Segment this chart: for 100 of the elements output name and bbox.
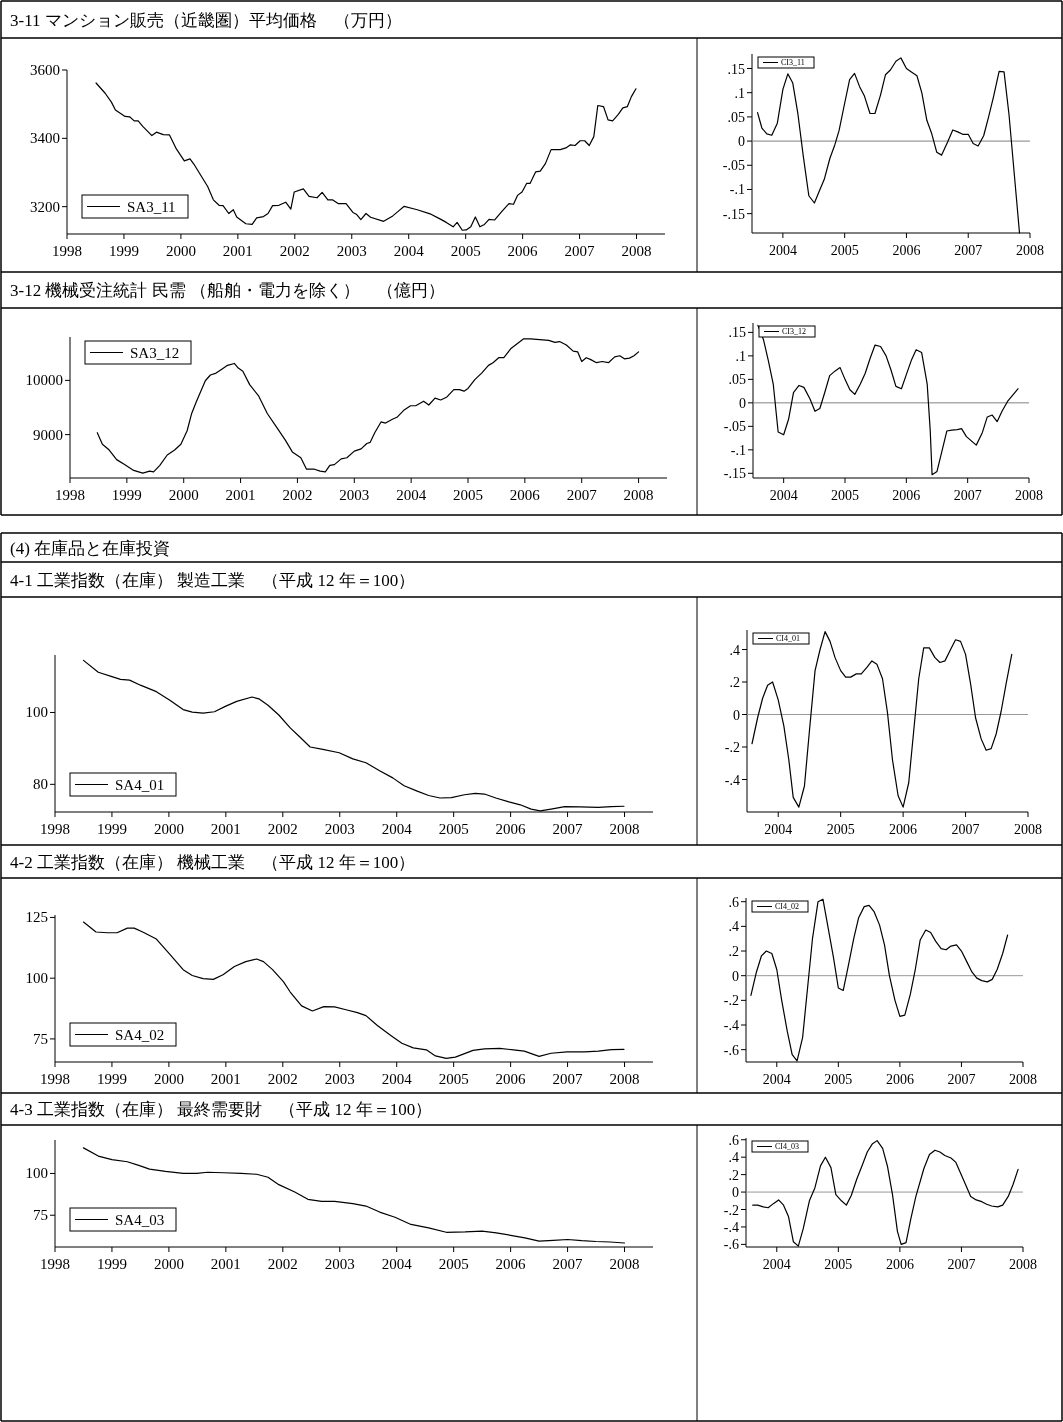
y-tick-label: -.15 xyxy=(723,466,746,482)
x-tick-label: 2008 xyxy=(1014,822,1042,837)
x-tick-label: 2005 xyxy=(824,1257,853,1272)
legend: CI4_01 xyxy=(752,632,810,645)
x-tick-label: 1998 xyxy=(55,487,85,503)
line-series xyxy=(95,82,637,231)
x-tick-label: 2005 xyxy=(438,821,469,837)
y-tick-label: .4 xyxy=(728,1150,739,1166)
y-tick-label: 80 xyxy=(33,776,48,793)
x-tick-label: 2004 xyxy=(381,1071,413,1087)
x-tick-label: 2006 xyxy=(495,821,527,837)
y-tick-label: 9000 xyxy=(33,426,63,443)
y-tick-label: 75 xyxy=(33,1207,48,1224)
y-tick-label: .15 xyxy=(728,325,746,341)
x-tick-label: 2008 xyxy=(609,821,640,837)
x-tick-label: 2007 xyxy=(947,1072,976,1087)
x-tick-label: 2002 xyxy=(282,487,313,503)
x-tick-label: 2006 xyxy=(509,487,541,503)
x-tick-label: 2003 xyxy=(324,1256,355,1272)
x-tick-label: 2001 xyxy=(210,1256,241,1272)
x-tick-label: 2006 xyxy=(495,1256,527,1272)
x-tick-label: 2006 xyxy=(889,822,918,837)
legend-label: SA4_01 xyxy=(115,776,165,793)
x-tick-label: 2007 xyxy=(552,1071,584,1087)
x-tick-label: 2004 xyxy=(769,488,798,503)
x-tick-label: 2008 xyxy=(1009,1072,1037,1087)
legend-label: CI3_12 xyxy=(782,327,806,337)
x-tick-label: 2007 xyxy=(953,488,982,503)
legend-label: SA3_11 xyxy=(127,198,176,215)
x-tick-label: 2004 xyxy=(764,822,793,837)
y-tick-label: 100 xyxy=(25,970,48,987)
y-tick-label: -.05 xyxy=(722,158,745,174)
x-tick-label: 2005 xyxy=(830,243,859,258)
legend-label: SA4_02 xyxy=(115,1026,165,1043)
line-series xyxy=(757,324,1019,476)
x-tick-label: 1998 xyxy=(40,1071,70,1087)
x-tick-label: 2005 xyxy=(831,488,859,503)
x-tick-label: 2003 xyxy=(324,1071,355,1087)
legend-label: CI3_11 xyxy=(781,58,805,68)
line-series xyxy=(96,338,640,474)
x-tick-label: 2008 xyxy=(1015,488,1043,503)
x-tick-label: 1999 xyxy=(111,487,142,503)
chart-title: 4-1 工業指数（在庫） 製造工業 （平成 12 年＝100） xyxy=(10,570,416,590)
legend: SA3_11 xyxy=(81,194,189,219)
x-tick-label: 2008 xyxy=(609,1071,640,1087)
chart-title: 3-12 機械受注統計 民需 （船舶・電力を除く） （億円） xyxy=(10,281,445,300)
text: (4) 在庫品と在庫投資 xyxy=(10,538,171,558)
x-tick-label: 1999 xyxy=(96,1256,127,1272)
y-tick-label: .6 xyxy=(728,1132,739,1148)
x-tick-label: 2004 xyxy=(762,1072,791,1087)
x-tick-label: 1999 xyxy=(96,1071,127,1087)
legend: SA4_02 xyxy=(69,1022,177,1047)
x-tick-label: 2007 xyxy=(951,822,980,837)
y-tick-label: 0 xyxy=(738,134,745,150)
x-tick-label: 2008 xyxy=(609,1256,640,1272)
x-tick-label: 1999 xyxy=(96,821,127,837)
x-tick-label: 2003 xyxy=(336,243,367,259)
x-tick-label: 2004 xyxy=(381,1256,413,1272)
x-tick-label: 2008 xyxy=(621,243,652,259)
legend: CI4_02 xyxy=(751,900,809,913)
x-tick-label: 2005 xyxy=(826,822,855,837)
x-tick-label: 2002 xyxy=(279,243,310,259)
line-series xyxy=(751,631,1013,808)
legend-label: CI4_03 xyxy=(775,1142,799,1152)
x-tick-label: 2004 xyxy=(396,487,427,503)
y-tick-label: -.15 xyxy=(722,206,745,222)
y-tick-label: 3400 xyxy=(30,130,60,147)
x-tick-label: 2007 xyxy=(552,821,584,837)
y-tick-label: 75 xyxy=(33,1030,48,1047)
x-tick-label: 2008 xyxy=(623,487,654,503)
x-tick-label: 2005 xyxy=(453,487,483,503)
y-tick-label: -.2 xyxy=(724,740,740,755)
line-series xyxy=(82,1147,626,1244)
x-tick-label: 2007 xyxy=(564,243,596,259)
x-tick-label: 1999 xyxy=(108,243,139,259)
y-tick-label: 125 xyxy=(25,909,48,926)
x-tick-label: 2008 xyxy=(1016,243,1044,258)
x-tick-label: 2000 xyxy=(153,1256,184,1272)
chart-title: 3-11 マンション販売（近畿圏）平均価格 （万円） xyxy=(10,10,402,30)
x-tick-label: 2006 xyxy=(885,1072,914,1087)
chart-title: 4-2 工業指数（在庫） 機械工業 （平成 12 年＝100） xyxy=(10,852,416,872)
x-tick-label: 2001 xyxy=(210,1071,241,1087)
x-tick-label: 1998 xyxy=(52,243,82,259)
x-tick-label: 2001 xyxy=(210,821,241,837)
y-tick-label: -.6 xyxy=(723,1237,739,1253)
y-tick-label: 100 xyxy=(25,704,48,721)
x-tick-label: 2006 xyxy=(885,1257,914,1272)
y-tick-label: .1 xyxy=(735,348,746,364)
x-tick-label: 2004 xyxy=(768,243,797,258)
y-tick-label: .05 xyxy=(728,372,746,388)
y-tick-label: -.2 xyxy=(723,993,739,1009)
x-tick-label: 2001 xyxy=(225,487,256,503)
y-tick-label: -.05 xyxy=(723,419,746,435)
y-tick-label: .4 xyxy=(729,642,740,658)
y-tick-label: 0 xyxy=(732,1185,739,1201)
y-tick-label: -.1 xyxy=(729,182,745,198)
x-tick-label: 2003 xyxy=(324,821,355,837)
x-tick-label: 2007 xyxy=(947,1257,976,1272)
x-tick-label: 2006 xyxy=(892,243,921,258)
x-tick-label: 2007 xyxy=(552,1256,584,1272)
